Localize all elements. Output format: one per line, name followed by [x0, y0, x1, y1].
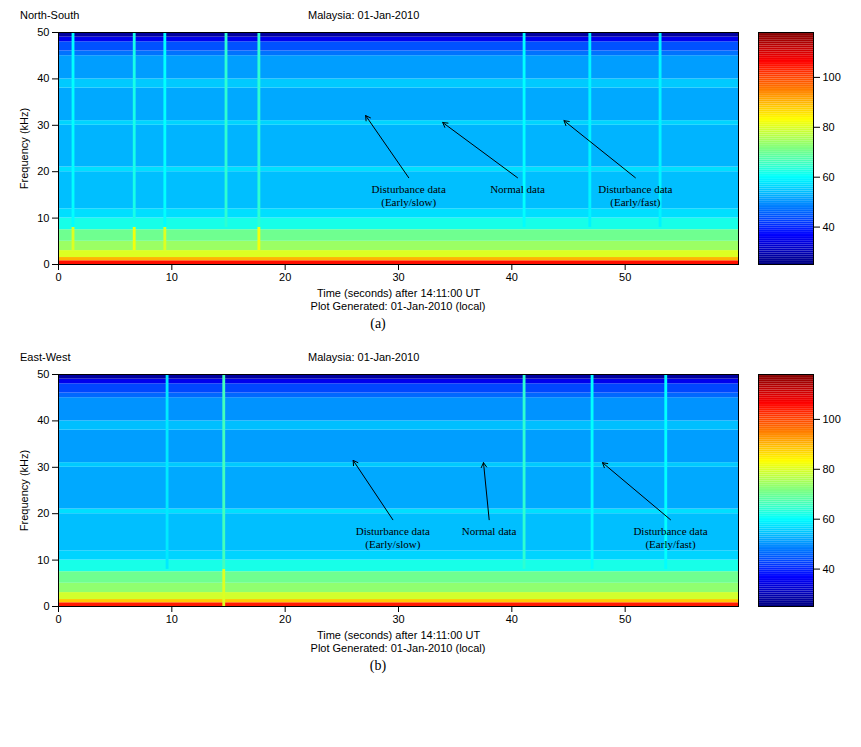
svg-text:Time (seconds) after 14:11:00: Time (seconds) after 14:11:00 UT — [317, 287, 481, 299]
svg-text:100: 100 — [823, 71, 841, 83]
html-text:(b): (b) — [369, 658, 387, 673]
svg-text:Disturbance data(Early/fast): Disturbance data(Early/fast) — [598, 183, 672, 209]
svg-text:50: 50 — [619, 271, 631, 283]
svg-text:30: 30 — [37, 119, 49, 131]
svg-text:20: 20 — [37, 165, 49, 177]
svg-text:0: 0 — [43, 258, 49, 270]
svg-text:20: 20 — [37, 507, 49, 519]
svg-text:20: 20 — [279, 613, 291, 625]
html-text:North-South: North-South — [20, 9, 80, 21]
svg-text:Time (seconds) after 14:11:00: Time (seconds) after 14:11:00 UT — [317, 629, 481, 641]
svg-text:60: 60 — [823, 171, 835, 183]
svg-text:40: 40 — [506, 613, 518, 625]
svg-text:40: 40 — [37, 72, 49, 84]
svg-text:10: 10 — [37, 554, 49, 566]
svg-text:Normal data: Normal data — [490, 183, 545, 195]
svg-text:30: 30 — [392, 613, 404, 625]
svg-text:40: 40 — [506, 271, 518, 283]
svg-text:0: 0 — [55, 613, 61, 625]
svg-text:80: 80 — [823, 121, 835, 133]
svg-text:80: 80 — [823, 463, 835, 475]
svg-text:60: 60 — [823, 513, 835, 525]
svg-text:10: 10 — [166, 271, 178, 283]
svg-text:100: 100 — [823, 413, 841, 425]
svg-text:20: 20 — [279, 271, 291, 283]
svg-text:10: 10 — [166, 613, 178, 625]
svg-text:0: 0 — [43, 600, 49, 612]
html-text:Plot Generated: 01-Jan-2010 (l: Plot Generated: 01-Jan-2010 (local) — [310, 300, 486, 312]
svg-text:Frequency (kHz): Frequency (kHz) — [18, 108, 30, 189]
svg-text:50: 50 — [37, 368, 49, 380]
svg-text:Disturbance data(Early/slow): Disturbance data(Early/slow) — [356, 525, 430, 551]
html-text:Plot Generated: 01-Jan-2010 (l: Plot Generated: 01-Jan-2010 (local) — [310, 642, 486, 654]
svg-text:40: 40 — [37, 414, 49, 426]
svg-text:40: 40 — [823, 563, 835, 575]
svg-text:30: 30 — [37, 461, 49, 473]
svg-text:0: 0 — [55, 271, 61, 283]
svg-text:50: 50 — [619, 613, 631, 625]
svg-text:Frequency (kHz): Frequency (kHz) — [18, 450, 30, 531]
html-text:Malaysia: 01-Jan-2010: Malaysia: 01-Jan-2010 — [308, 9, 420, 21]
html-text:East-West: East-West — [20, 351, 71, 363]
svg-text:Disturbance data(Early/slow): Disturbance data(Early/slow) — [372, 183, 446, 209]
svg-text:Normal data: Normal data — [462, 525, 517, 537]
html-text:Malaysia: 01-Jan-2010: Malaysia: 01-Jan-2010 — [308, 351, 420, 363]
html-text:(a): (a) — [370, 316, 386, 331]
svg-text:40: 40 — [823, 221, 835, 233]
svg-text:30: 30 — [392, 271, 404, 283]
svg-text:10: 10 — [37, 212, 49, 224]
svg-text:50: 50 — [37, 26, 49, 38]
svg-text:Disturbance data(Early/fast): Disturbance data(Early/fast) — [633, 525, 707, 551]
